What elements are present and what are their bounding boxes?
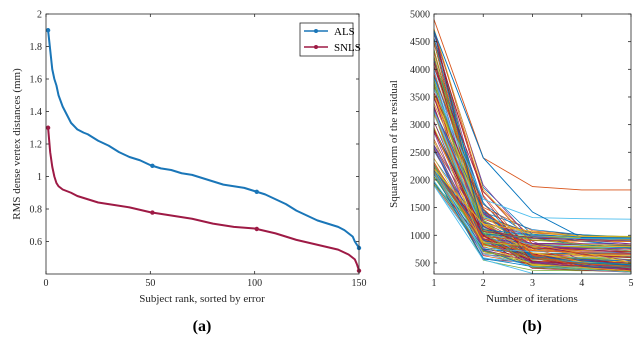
- y-tick-label: 2000: [410, 175, 430, 186]
- x-tick-label: 1: [432, 278, 437, 289]
- series-line-als: [47, 30, 360, 249]
- legend-box: [299, 22, 354, 57]
- residual-series-line: [433, 145, 632, 270]
- y-tick-label: 1.4: [30, 107, 43, 118]
- panel-b-label: (b): [522, 318, 542, 335]
- y-tick-label: 1500: [410, 203, 430, 214]
- y-tick-label: 2500: [410, 148, 430, 159]
- legend-snls-label: SNLS: [334, 42, 361, 54]
- y-tick-label: 1.2: [30, 140, 43, 151]
- y-tick-label: 2: [37, 10, 42, 21]
- y-tick-label: 3000: [410, 120, 430, 131]
- residual-series-line: [433, 168, 632, 273]
- x-tick-label: 5: [629, 278, 634, 289]
- data-point-snls: [45, 125, 51, 130]
- residual-series-line: [433, 38, 632, 271]
- y-tick-label: 4500: [410, 37, 430, 48]
- residual-series-line: [433, 180, 632, 254]
- residual-series-line-highlight: [433, 88, 632, 220]
- panel-b-plot-area: [433, 19, 632, 275]
- panel-b-y-axis-label: Squared norm of the residual: [388, 80, 400, 208]
- x-tick-label: 0: [44, 278, 49, 289]
- x-tick-label: 3: [530, 278, 535, 289]
- panel-b-x-ticks: 1 2 3 4 5: [432, 14, 634, 289]
- x-tick-label: 150: [352, 278, 367, 289]
- panel-a-chart: 0 50 100 150 0.6 0.8 1 1.2 1.4 1.6 1.8 2 Subject r…: [11, 10, 367, 336]
- residual-series-line-highlight: [433, 30, 632, 239]
- data-point-als: [45, 28, 51, 33]
- y-tick-label: 1000: [410, 231, 430, 242]
- y-tick-label: 4000: [410, 65, 430, 76]
- x-tick-label: 100: [247, 278, 262, 289]
- y-tick-label: 0.8: [30, 205, 43, 216]
- panel-a-y-axis-label: RMS dense vertex distances (mm): [11, 68, 23, 220]
- x-tick-label: 4: [579, 278, 584, 289]
- residual-series-line: [433, 161, 632, 255]
- residual-series-line: [433, 169, 632, 248]
- y-tick-label: 1.6: [30, 75, 43, 86]
- legend-snls-marker: [314, 45, 318, 49]
- panel-a-x-axis-label: Subject rank, sorted by error: [139, 293, 265, 305]
- data-point-als: [254, 189, 259, 194]
- legend-als-label: ALS: [334, 26, 355, 38]
- y-tick-label: 1: [37, 172, 42, 183]
- x-tick-label: 2: [481, 278, 486, 289]
- y-tick-label: 3500: [410, 92, 430, 103]
- panel-b-x-axis-label: Number of iterations: [486, 293, 578, 305]
- panel-a-x-ticks: 0 50 100 150: [44, 14, 367, 289]
- legend-als-marker: [314, 29, 318, 33]
- data-point-als: [150, 163, 155, 168]
- panel-a-y-ticks: 0.6 0.8 1 1.2 1.4 1.6 1.8 2: [30, 10, 359, 248]
- panel-a-label: (a): [193, 318, 212, 335]
- y-tick-label: 5000: [410, 10, 430, 21]
- panel-b-chart: 1 2 3 4 5 500 1000 1500 2000 2500 3000 3500 4000 450…: [388, 10, 634, 336]
- data-point-snls: [150, 210, 155, 215]
- panel-a-plot-area: [45, 28, 362, 273]
- y-tick-label: 0.6: [30, 237, 43, 248]
- data-point-snls: [254, 226, 259, 232]
- residual-series-line: [433, 108, 632, 245]
- residual-series-line: [433, 144, 632, 254]
- panel-b-y-ticks: 500 1000 1500 2000 2500 3000 3500 4000 4500 5000: [410, 10, 631, 269]
- residual-series-line-highlight: [433, 168, 632, 238]
- residual-series-line: [433, 128, 632, 262]
- residual-series-line-highlight: [433, 19, 631, 191]
- residual-series-line: [433, 28, 632, 263]
- y-tick-label: 500: [415, 258, 430, 269]
- x-tick-label: 50: [145, 278, 155, 289]
- panel-a-legend: ALS SNLS: [299, 22, 361, 57]
- residual-series-line: [433, 162, 632, 248]
- residual-series-line: [433, 129, 632, 242]
- y-tick-label: 1.8: [30, 42, 43, 53]
- series-line-snls: [47, 127, 360, 272]
- residual-series-line: [433, 49, 632, 273]
